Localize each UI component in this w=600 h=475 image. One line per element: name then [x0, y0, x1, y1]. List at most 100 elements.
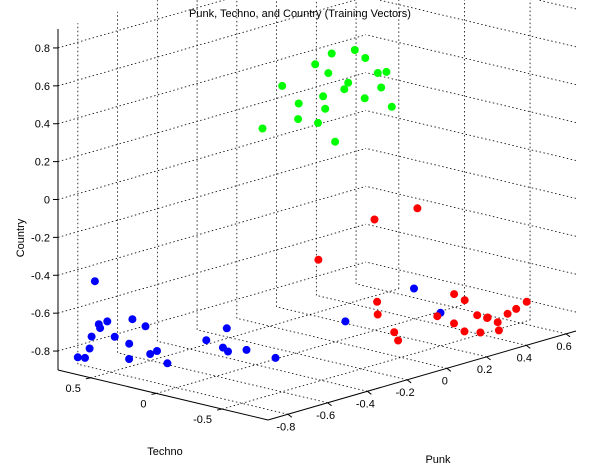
grid-line [57, 0, 357, 87]
x-axis-label: Punk [425, 454, 451, 466]
data-point [373, 310, 382, 319]
data-point [222, 324, 231, 333]
grid-line [57, 34, 367, 125]
x-tick-label: 0.6 [556, 341, 571, 353]
data-point [141, 322, 150, 331]
z-tick-label: 0.2 [35, 157, 50, 169]
data-point [382, 67, 391, 76]
y-tick-label: 0.5 [66, 383, 81, 395]
grid-line [365, 261, 577, 313]
x-tick-label: -0.6 [316, 410, 335, 422]
grid-line [57, 223, 367, 314]
grid-line [221, 319, 531, 410]
grid-line [57, 0, 226, 49]
data-point [242, 345, 251, 354]
data-point [73, 353, 82, 362]
data-point [321, 104, 330, 113]
grid-line [157, 340, 368, 392]
z-tick-label: -0.4 [31, 270, 50, 282]
y-tick-mark [85, 377, 91, 380]
x-tick-label: -0.2 [396, 387, 415, 399]
x-tick-mark [486, 356, 491, 361]
x-axis-line [267, 330, 577, 421]
data-point [344, 78, 353, 87]
data-point [503, 309, 512, 318]
data-point [512, 304, 521, 313]
grid-line [57, 261, 367, 352]
grid-line [365, 72, 577, 124]
grid-line [156, 304, 465, 394]
data-point [294, 115, 303, 124]
x-tick-label: -0.4 [356, 398, 375, 410]
data-point [125, 355, 134, 363]
data-point [218, 343, 227, 352]
data-point [163, 359, 172, 368]
data-point [327, 49, 336, 58]
data-point [340, 85, 349, 94]
grid-line [365, 185, 577, 237]
data-point [311, 60, 320, 69]
data-point [350, 46, 359, 54]
data-point [473, 311, 482, 320]
z-tick-label: -0.6 [31, 308, 50, 320]
z-tick-label: -0.8 [31, 346, 50, 358]
data-point [324, 69, 333, 78]
data-point [85, 344, 94, 353]
data-point [450, 290, 459, 299]
y-tick-label: 0 [140, 398, 146, 410]
data-point [410, 284, 418, 293]
x-tick-mark [526, 344, 531, 349]
data-point [87, 332, 96, 341]
data-point [373, 297, 382, 306]
data-point [202, 336, 211, 345]
x-tick-mark [565, 333, 571, 338]
data-point [476, 328, 485, 337]
y-axis-line [57, 369, 269, 421]
grid-line [117, 352, 328, 404]
data-point [450, 319, 458, 328]
data-point [319, 92, 328, 101]
grid-line [365, 147, 577, 199]
data-point [413, 204, 422, 213]
data-point [294, 99, 303, 108]
data-point [460, 296, 469, 305]
data-point [460, 327, 469, 336]
data-point [314, 255, 323, 264]
data-point [377, 83, 386, 92]
data-point [494, 326, 503, 335]
chart-title: Punk, Techno, and Country (Training Vect… [189, 8, 411, 20]
tick-labels: -0.8 -0.6 -0.4 -0.2 0 0.2 0.4 0.6 0.5 0 -0.5 0.8 0.6… [31, 43, 572, 433]
data-point [361, 54, 370, 62]
data-point [522, 297, 531, 306]
grid-line [57, 148, 367, 238]
y-tick-mark [151, 392, 157, 395]
y-tick-mark [216, 408, 223, 411]
data-point [81, 353, 89, 362]
grid-line [57, 185, 367, 276]
x-tick-mark [446, 367, 452, 372]
z-tick-label: 0.4 [35, 119, 50, 131]
y-tick-label: -0.5 [193, 414, 212, 426]
x-tick-mark [367, 390, 372, 395]
data-point [373, 69, 382, 77]
grid-lines [57, 0, 577, 415]
data-point [146, 350, 155, 358]
data-point [271, 353, 280, 362]
z-tick-label: 0 [44, 195, 50, 207]
data-point [278, 81, 287, 90]
data-point [360, 94, 369, 103]
x-tick-label: 0 [442, 375, 448, 387]
grid-line [365, 110, 577, 161]
grid-line [90, 288, 399, 379]
data-point [90, 277, 99, 286]
data-point [103, 317, 112, 326]
data-point [128, 315, 137, 324]
data-points [73, 46, 531, 368]
data-point [341, 317, 350, 326]
data-point [387, 102, 396, 111]
grid-line [365, 223, 577, 275]
grid-line [365, 34, 577, 86]
data-point [96, 324, 105, 333]
axis-frame [53, 29, 577, 421]
